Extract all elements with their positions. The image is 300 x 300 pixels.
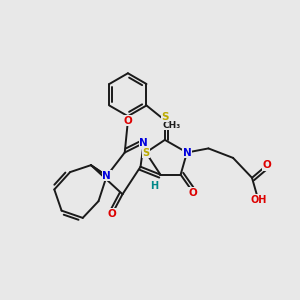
Text: S: S: [142, 148, 149, 158]
Text: CH₃: CH₃: [162, 121, 180, 130]
Text: H: H: [150, 181, 158, 191]
Text: N: N: [139, 138, 148, 148]
Text: OH: OH: [250, 195, 266, 205]
Text: O: O: [124, 116, 132, 126]
Text: O: O: [189, 188, 198, 198]
Text: N: N: [183, 148, 191, 158]
Text: S: S: [161, 112, 169, 122]
Text: O: O: [262, 160, 271, 170]
Text: N: N: [102, 171, 111, 181]
Text: O: O: [108, 209, 116, 219]
